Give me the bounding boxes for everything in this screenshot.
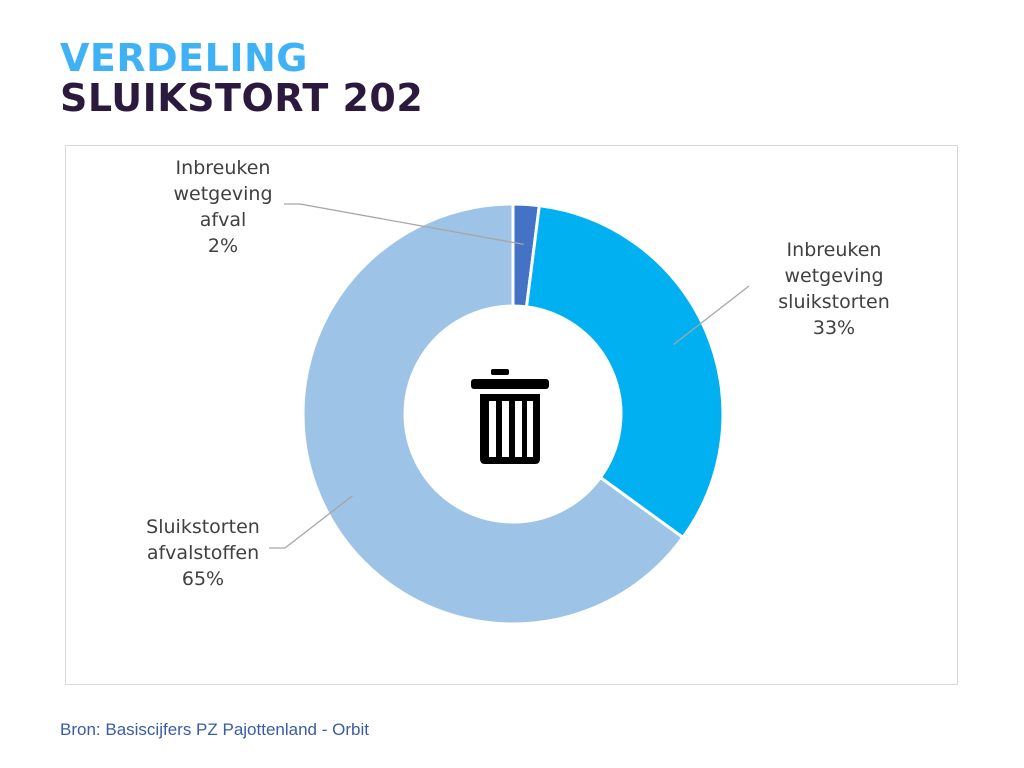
data-label-2: Inbreuken wetgeving sluikstorten 33% [778,239,889,339]
data-label-1: Inbreuken wetgeving afval 2% [173,157,272,257]
data-label-2-line-3: sluikstorten [778,291,889,313]
data-labels-layer: Inbreuken wetgeving afval 2% Inbreuken wetgev… [146,157,890,590]
leader-line-3 [269,495,354,549]
data-label-3-line-1: Sluikstorten [146,516,260,538]
donut-chart: Inbreuken wetgeving afval 2% Inbreuken wetgev… [146,157,890,626]
data-label-1-line-1: Inbreuken [176,157,271,179]
slices-layer [301,202,725,626]
data-label-3: Sluikstorten afvalstoffen 65% [146,516,260,590]
data-label-2-line-4: 33% [813,317,855,339]
title-line-verdeling: VERDELING [60,36,308,80]
slice-3 [301,202,685,626]
data-label-3-line-2: afvalstoffen [147,542,259,564]
source-note: Bron: Basiscijfers PZ Pajottenland - Orb… [60,720,369,739]
slice-2 [524,203,725,540]
leader-line-1 [284,203,524,245]
data-label-1-line-3: afval [200,209,247,231]
data-label-1-line-4: 2% [208,235,238,257]
trash-can-icon [471,369,549,464]
leader-line-2 [673,285,750,346]
chart-area: Inbreuken wetgeving afval 2% Inbreuken wetgev… [65,145,958,685]
leader-lines-layer [269,203,750,549]
data-label-3-line-3: 65% [182,568,224,590]
title-line-sluikstort: SLUIKSTORT 202 [60,76,424,120]
data-label-1-line-2: wetgeving [173,183,272,205]
data-label-2-line-1: Inbreuken [787,239,882,261]
data-label-2-line-2: wetgeving [784,265,883,287]
